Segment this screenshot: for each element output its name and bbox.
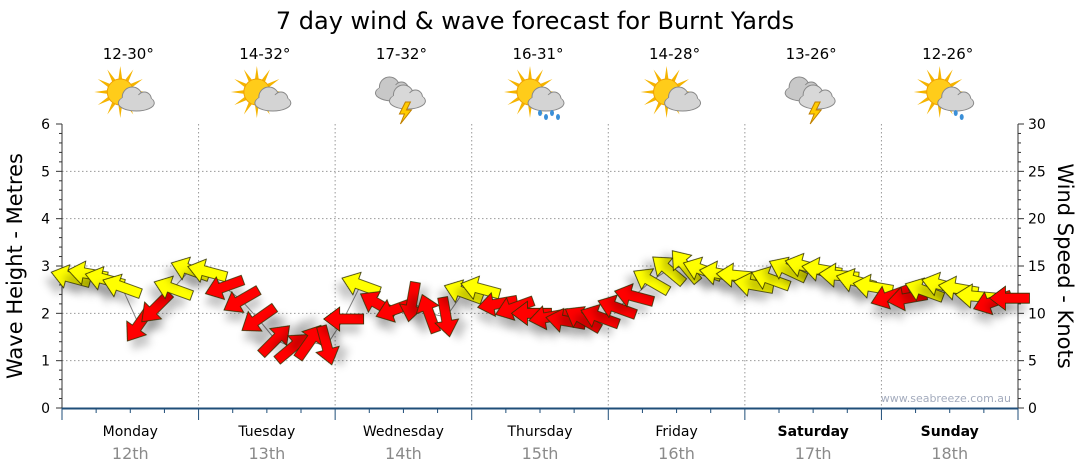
cloud-part	[390, 93, 425, 107]
left-tick-label: 0	[41, 401, 50, 417]
left-tick-label: 2	[41, 306, 50, 322]
sun-ray	[913, 89, 929, 95]
rain-drop	[959, 114, 964, 120]
day-date: 17th	[795, 444, 832, 463]
wind-arrow	[545, 307, 587, 333]
sun-ray	[527, 66, 533, 82]
rain-drop	[556, 114, 560, 120]
wind-arrow	[204, 274, 246, 301]
lightning-bolt	[398, 101, 413, 125]
day-temperature: 12-30°	[103, 45, 154, 63]
rain-drop	[550, 110, 554, 116]
left-tick-label: 5	[41, 164, 50, 180]
storm-icon	[374, 76, 426, 125]
sun-ray	[94, 89, 110, 95]
sun-showers-icon	[913, 66, 975, 120]
right-tick-label: 15	[1028, 259, 1046, 275]
day-name: Monday	[103, 424, 158, 440]
day-date: 15th	[522, 444, 559, 463]
wind-arrow	[652, 256, 688, 288]
day-temperature: 16-31°	[512, 45, 563, 63]
sun-cloud-icon	[94, 66, 155, 118]
wind-arrow	[187, 258, 229, 284]
day-temperature: 13-26°	[786, 45, 837, 63]
wind-arrow	[223, 285, 262, 313]
day-name: Thursday	[506, 424, 572, 440]
right-axis-title: Wind Speed - Knots	[1053, 163, 1077, 368]
wind-arrow	[597, 294, 638, 320]
sun-ray	[118, 66, 123, 82]
cloud-part	[529, 95, 563, 109]
cloud-part	[665, 95, 700, 109]
wind-arrow	[633, 268, 672, 297]
sun-ray	[230, 89, 247, 95]
sun-ray	[664, 66, 669, 82]
day-temperature: 14-28°	[649, 45, 700, 63]
right-tick-label: 5	[1028, 354, 1037, 370]
right-tick-label: 10	[1028, 306, 1046, 322]
wind-arrow	[257, 325, 291, 359]
sun-cloud-icon	[640, 66, 702, 118]
wind-arrow	[733, 271, 775, 297]
watermark: www.seabreeze.com.au	[881, 392, 1011, 405]
left-axis-title: Wave Height - Metres	[3, 153, 27, 379]
sun-ray	[504, 89, 520, 95]
left-tick-label: 1	[41, 354, 50, 370]
left-tick-label: 3	[41, 259, 50, 275]
wind-arrow	[988, 285, 1030, 311]
day-name: Wednesday	[363, 424, 444, 440]
left-tick-label: 4	[41, 212, 50, 228]
wind-arrow	[415, 293, 442, 335]
day-temperature: 12-26°	[922, 45, 973, 63]
sun-rain-icon	[504, 66, 565, 120]
day-date: 18th	[931, 444, 968, 463]
wind-arrow	[494, 295, 536, 321]
sun-ray	[254, 66, 260, 82]
day-name: Sunday	[921, 424, 979, 440]
day-name: Friday	[655, 424, 697, 440]
rain-drop	[953, 110, 958, 116]
day-name: Tuesday	[237, 424, 295, 440]
day-temperature: 17-32°	[376, 45, 427, 63]
wind-arrow	[293, 324, 323, 362]
chart-title: 7 day wind & wave forecast for Burnt Yar…	[276, 7, 794, 35]
wind-arrow	[153, 275, 194, 301]
day-date: 14th	[385, 444, 422, 463]
right-tick-label: 0	[1028, 401, 1037, 417]
cloud-part	[119, 95, 154, 109]
wind-arrow	[751, 265, 792, 292]
wind-arrow	[580, 303, 621, 330]
day-name: Saturday	[778, 424, 849, 440]
day-date: 16th	[658, 444, 695, 463]
wind-arrow	[102, 273, 143, 299]
wind-arrow	[434, 296, 460, 338]
wind-arrow	[315, 324, 340, 366]
cloud-part	[938, 95, 973, 109]
sun-cloud-icon	[230, 66, 292, 118]
day-temperature: 14-32°	[239, 45, 290, 63]
lightning-bolt	[808, 101, 823, 125]
right-tick-label: 25	[1028, 164, 1046, 180]
sun-ray	[937, 66, 942, 82]
wind-arrow	[613, 282, 655, 308]
wind-arrow	[241, 302, 279, 332]
left-tick-label: 6	[41, 117, 50, 133]
wind-arrow	[904, 277, 946, 303]
sun-ray	[640, 89, 656, 95]
cloud-part	[255, 95, 290, 109]
rain-drop	[538, 110, 542, 116]
day-date: 13th	[248, 444, 285, 463]
right-tick-label: 20	[1028, 212, 1046, 228]
cloud-part	[800, 93, 835, 107]
right-tick-label: 30	[1028, 117, 1046, 133]
wind-arrow	[323, 306, 365, 332]
day-date: 12th	[112, 444, 149, 463]
storm-icon	[784, 76, 836, 125]
rain-drop	[544, 114, 548, 120]
